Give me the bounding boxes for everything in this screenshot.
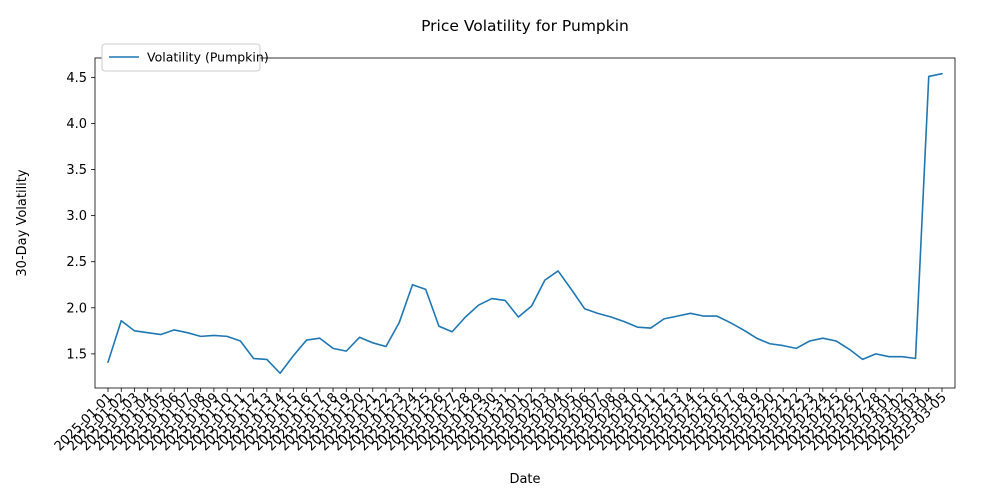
y-tick-label: 4.5 [66, 71, 87, 86]
legend-box [101, 43, 261, 72]
legend: Volatility (Pumpkin) [101, 43, 269, 72]
x-axis: 2025-01-012025-01-022025-01-032025-01-04… [52, 388, 950, 454]
y-tick-label: 4.0 [66, 117, 87, 132]
y-tick-label: 2.5 [66, 255, 87, 270]
axes-frame [94, 57, 956, 389]
chart-title: Price Volatility for Pumpkin [421, 17, 629, 35]
y-tick-label: 3.5 [66, 163, 87, 178]
x-axis-label: Date [509, 472, 540, 487]
y-tick-label: 2.0 [66, 301, 87, 316]
y-axis: 1.5 2.0 2.5 3.0 3.5 4.0 4.5 [66, 71, 95, 362]
plot-area [94, 57, 956, 389]
y-tick-label: 1.5 [66, 347, 87, 362]
y-tick-label: 3.0 [66, 209, 87, 224]
series-line-volatility [107, 72, 943, 375]
legend-label: Volatility (Pumpkin) [147, 50, 269, 65]
y-axis-label: 30-Day Volatility [15, 169, 30, 276]
